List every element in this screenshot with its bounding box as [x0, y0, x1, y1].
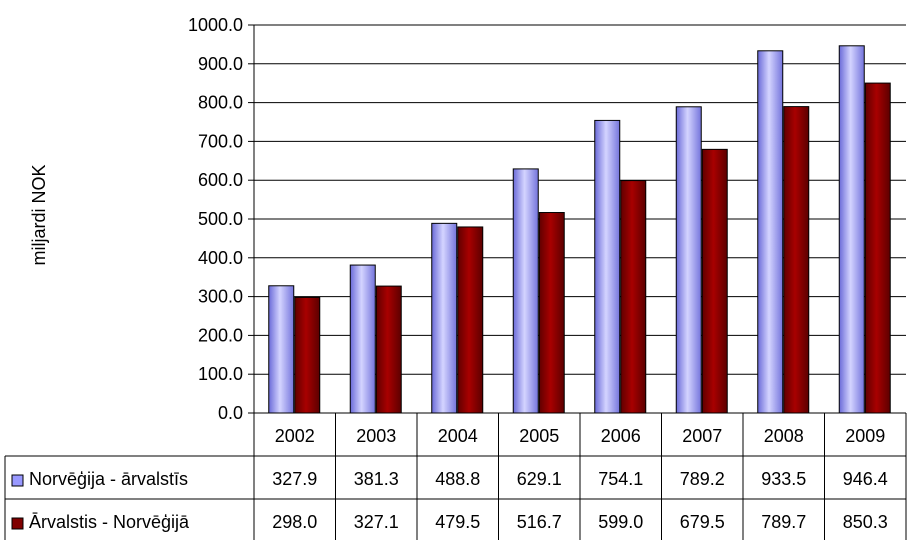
bar-series1: [594, 119, 621, 414]
bars: [268, 45, 891, 414]
y-tick-labels: 0.0 100.0 200.0 300.0 400.0 500.0 600.0 700.0 80…: [188, 15, 243, 423]
legend-key: [11, 517, 24, 530]
x-tick-label: 2006: [601, 426, 641, 446]
bar-series1: [349, 264, 376, 414]
x-tick-label: 2008: [764, 426, 804, 446]
bar-series1: [838, 45, 865, 414]
x-tick-label: 2002: [275, 426, 315, 446]
y-tick-label: 1000.0: [188, 15, 243, 35]
data-label: 327.1: [354, 512, 399, 532]
bar-series1: [757, 50, 784, 414]
legend-key: [11, 474, 24, 487]
bar-series1: [268, 285, 295, 414]
y-tick-label: 0.0: [218, 403, 243, 423]
data-label: 789.7: [761, 512, 806, 532]
data-label: 754.1: [598, 469, 643, 489]
x-tick-label: 2009: [845, 426, 885, 446]
data-label: 629.1: [517, 469, 562, 489]
bar-series2: [620, 180, 647, 414]
y-tick-label: 100.0: [198, 364, 243, 384]
legend-label: Ārvalstis - Norvēģijā: [29, 512, 190, 532]
y-tick-label: 200.0: [198, 325, 243, 345]
bar-series2: [864, 82, 891, 414]
y-tick-label: 700.0: [198, 131, 243, 151]
data-label: 327.9: [272, 469, 317, 489]
bar-series1: [512, 168, 539, 414]
y-tick-label: 500.0: [198, 209, 243, 229]
bar-series1: [675, 106, 702, 414]
bar-series2: [294, 296, 321, 414]
x-tick-label: 2007: [682, 426, 722, 446]
bar-series1: [431, 222, 458, 414]
data-label: 946.4: [843, 469, 888, 489]
legend-label: Norvēģija - ārvalstīs: [29, 469, 188, 489]
y-tick-label: 800.0: [198, 93, 243, 113]
bar-series2: [457, 226, 484, 414]
bar-series2: [375, 285, 402, 414]
data-label: 298.0: [272, 512, 317, 532]
data-label: 516.7: [517, 512, 562, 532]
data-label: 679.5: [680, 512, 725, 532]
y-tick-label: 400.0: [198, 248, 243, 268]
bar-series2: [538, 212, 565, 414]
y-tick-label: 600.0: [198, 170, 243, 190]
data-label: 381.3: [354, 469, 399, 489]
y-axis-title: miljardi NOK: [29, 164, 49, 265]
x-tick-label: 2004: [438, 426, 478, 446]
data-label: 488.8: [435, 469, 480, 489]
data-label: 599.0: [598, 512, 643, 532]
data-label: 933.5: [761, 469, 806, 489]
bar-series2: [701, 148, 728, 414]
data-label: 789.2: [680, 469, 725, 489]
y-tick-label: 900.0: [198, 54, 243, 74]
bar-series2: [783, 106, 810, 414]
data-table: 2002 2003 2004 2005 2006 2007 2008 2009 Norvēģij…: [4, 413, 907, 540]
data-label: 850.3: [843, 512, 888, 532]
data-label: 479.5: [435, 512, 480, 532]
x-tick-label: 2005: [519, 426, 559, 446]
y-tick-label: 300.0: [198, 287, 243, 307]
x-tick-label: 2003: [356, 426, 396, 446]
